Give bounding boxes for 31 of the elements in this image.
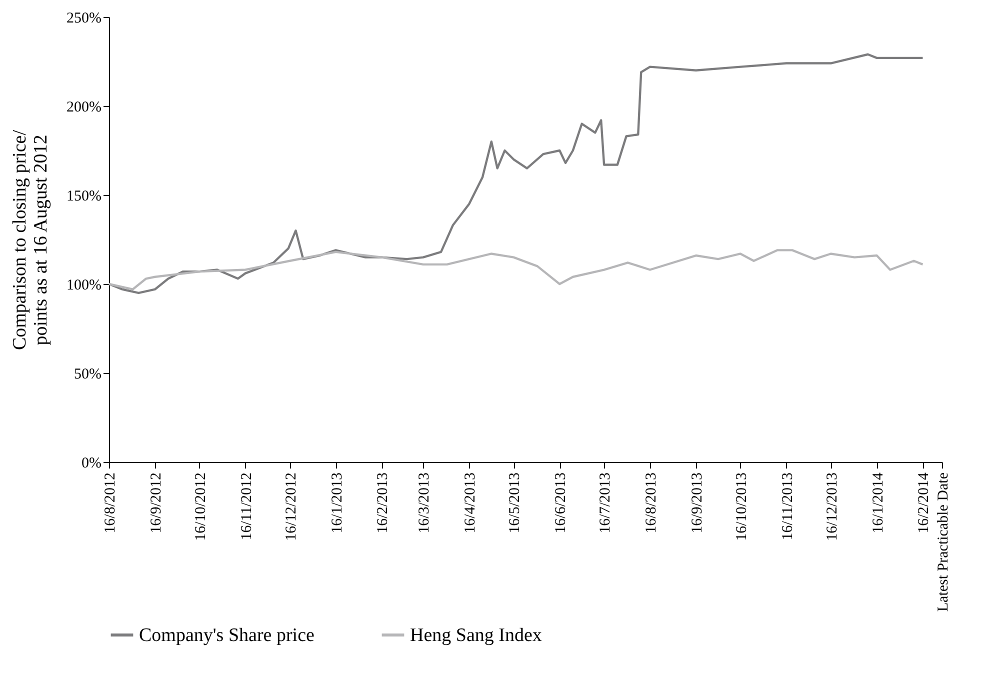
x-tick-label: 16/4/2013	[462, 472, 479, 534]
legend-label: Company's Share price	[139, 625, 314, 646]
y-axis-title: Comparison to closing price/ points as at 16 August 2012	[10, 129, 52, 350]
x-tick-label: 16/8/2012	[102, 472, 118, 534]
x-tick-label: 16/1/2013	[329, 472, 346, 534]
x-tick-label: 16/10/2012	[192, 472, 209, 541]
y-tick-label: 250%	[66, 10, 102, 26]
legend-label: Heng Sang Index	[410, 625, 542, 646]
y-tick-label: 50%	[74, 366, 102, 382]
y-tick-label: 100%	[66, 278, 102, 294]
line-series	[108, 249, 924, 290]
x-tick-label: 16/7/2013	[598, 472, 614, 534]
x-tick-label: 16/2/2013	[375, 472, 392, 534]
x-tick-label: 16/5/2013	[507, 472, 524, 534]
x-tick-label: Latest Practicable Date	[936, 472, 952, 612]
line-series	[108, 53, 924, 294]
x-tick-label: 16/8/2013	[644, 472, 660, 534]
x-tick-label: 16/2/2014	[916, 472, 932, 534]
y-tick-label: 0%	[82, 456, 102, 472]
x-tick-label: 16/1/2014	[870, 472, 886, 534]
x-tick-label: 16/6/2013	[553, 472, 570, 534]
x-tick-label: 16/10/2013	[734, 472, 750, 541]
x-tick-label: 16/3/2013	[416, 472, 433, 534]
x-tick-label: 16/12/2012	[283, 472, 300, 541]
x-tick-label: 16/11/2012	[238, 472, 255, 540]
y-tick-label: 200%	[66, 100, 102, 116]
x-tick-label: 16/9/2012	[148, 472, 164, 534]
x-tick-label: 16/9/2013	[689, 472, 706, 534]
x-tick-label: 16/11/2013	[780, 472, 796, 540]
x-tick-label: 16/12/2013	[824, 472, 840, 541]
y-tick-label: 150%	[66, 188, 102, 204]
